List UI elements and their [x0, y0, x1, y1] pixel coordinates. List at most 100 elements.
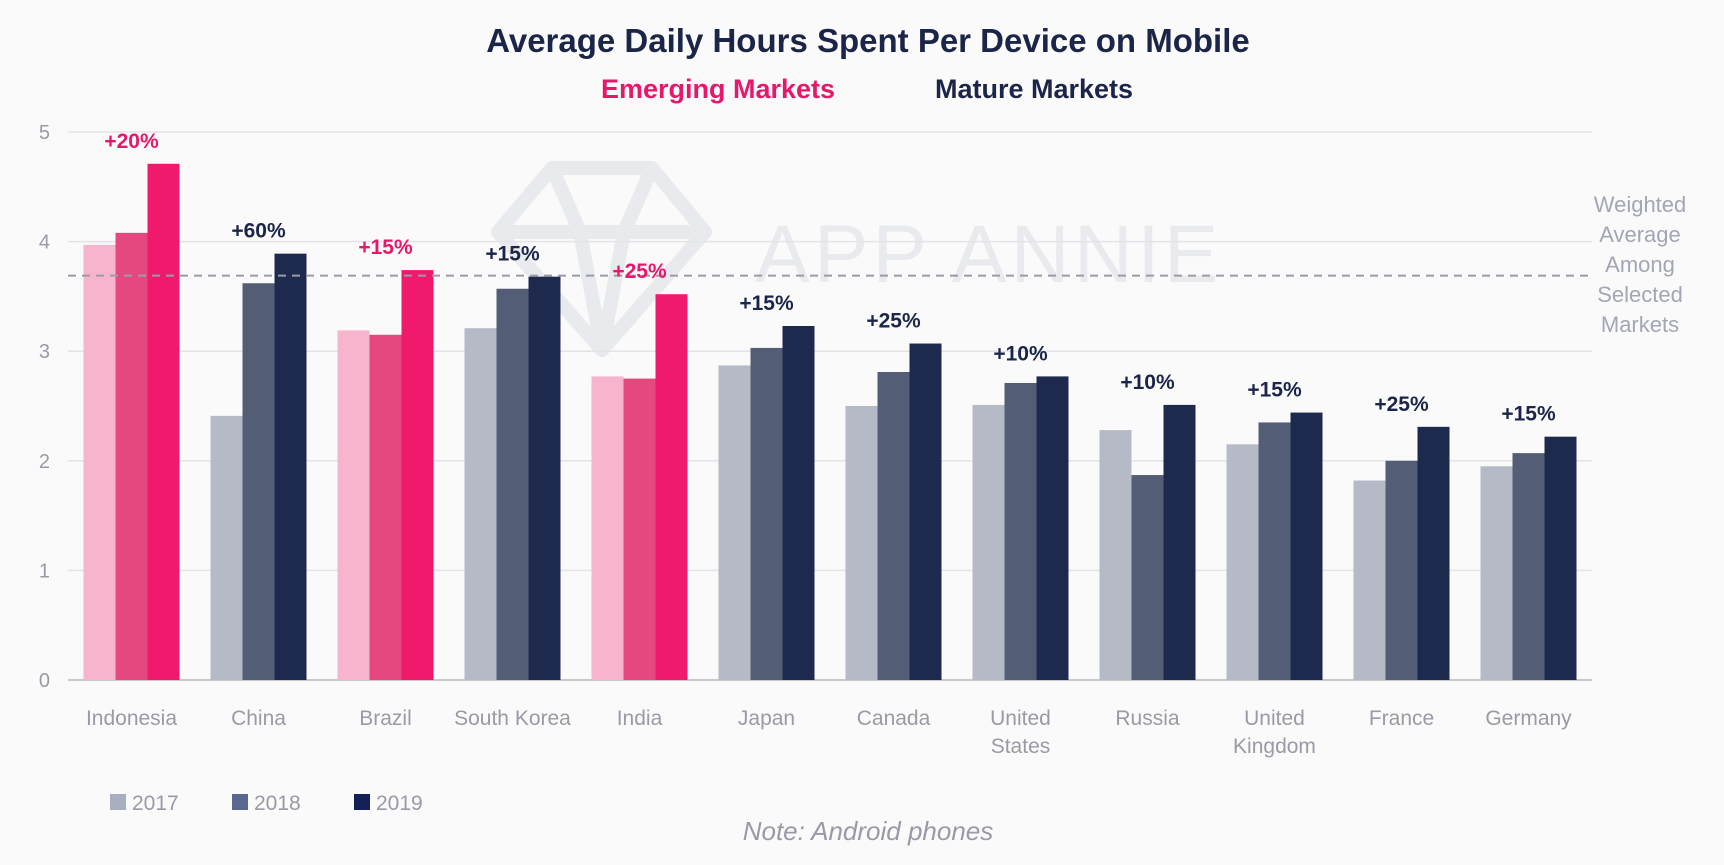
bar-russia-2019: [1163, 404, 1196, 680]
bar-south-korea-2017: [464, 328, 497, 680]
bars: [83, 163, 1577, 680]
growth-label-south-korea: +15%: [485, 243, 540, 266]
bar-united-kingdom-2017: [1226, 444, 1259, 680]
bar-germany-2019: [1544, 436, 1577, 680]
growth-label-brazil: +15%: [358, 236, 413, 259]
x-tick-label: Japan: [738, 707, 795, 730]
growth-label-united-kingdom: +15%: [1247, 379, 1302, 402]
bar-group-south-korea: [464, 276, 561, 680]
legend-label-2017: 2017: [132, 792, 179, 815]
bar-japan-2019: [782, 325, 815, 680]
bar-brazil-2019: [401, 270, 434, 680]
x-tick-label: France: [1369, 707, 1434, 730]
y-tick-label: 2: [39, 451, 50, 473]
bar-canada-2019: [909, 343, 942, 680]
x-tick-label: United: [990, 707, 1051, 730]
bar-group-brazil: [337, 270, 434, 680]
growth-label-canada: +25%: [866, 310, 921, 333]
y-tick-label: 4: [39, 232, 50, 254]
bar-indonesia-2018: [115, 232, 148, 680]
footnote: Note: Android phones: [743, 816, 994, 846]
x-tick-label: Russia: [1115, 707, 1180, 730]
legend-swatch-2017: [110, 794, 126, 810]
growth-label-china: +60%: [231, 220, 286, 243]
bar-india-2017: [591, 376, 624, 680]
bar-canada-2017: [845, 406, 878, 680]
bar-south-korea-2018: [496, 288, 529, 680]
watermark-text: APP ANNIE: [755, 209, 1222, 300]
reference-line-label-line: Weighted: [1594, 192, 1687, 217]
bar-france-2019: [1417, 426, 1450, 680]
bar-india-2019: [655, 294, 688, 680]
bar-russia-2018: [1131, 475, 1164, 680]
reference-line-label-line: Selected: [1597, 282, 1683, 307]
bar-united-states-2018: [1004, 382, 1037, 680]
y-tick-label: 5: [39, 122, 50, 144]
bar-germany-2017: [1480, 466, 1513, 680]
reference-line-label-line: Markets: [1601, 312, 1679, 337]
chart-title: Average Daily Hours Spent Per Device on …: [486, 22, 1250, 59]
weighted-average-label: Weighted Average Among Selected Markets: [1594, 192, 1687, 337]
growth-label-germany: +15%: [1501, 403, 1556, 426]
legend-swatch-2018: [232, 794, 248, 810]
bar-group-indonesia: [83, 163, 180, 680]
bar-united-states-2017: [972, 404, 1005, 680]
x-tick-label: South Korea: [454, 707, 571, 730]
bar-group-china: [210, 253, 307, 680]
bar-group-united-kingdom: [1226, 412, 1323, 680]
bar-brazil-2017: [337, 330, 370, 680]
bar-france-2018: [1385, 460, 1418, 680]
reference-line-label-line: Among: [1605, 252, 1675, 277]
x-tick-label: Kingdom: [1233, 735, 1316, 758]
bar-japan-2018: [750, 347, 783, 680]
bar-united-states-2019: [1036, 376, 1069, 680]
bar-group-canada: [845, 343, 942, 680]
growth-label-india: +25%: [612, 260, 667, 283]
legend: 2017 2018 2019: [110, 792, 423, 815]
legend-label-2019: 2019: [376, 792, 423, 815]
bar-group-japan: [718, 325, 815, 680]
x-tick-label: Germany: [1485, 707, 1572, 730]
x-axis: Indonesia China Brazil South Korea India Japa…: [86, 707, 1572, 758]
legend-label-2018: 2018: [254, 792, 301, 815]
growth-label-united-states: +10%: [993, 342, 1048, 365]
watermark: APP ANNIE: [491, 161, 1222, 357]
growth-label-japan: +15%: [739, 292, 794, 315]
bar-france-2017: [1353, 480, 1386, 680]
bar-brazil-2018: [369, 334, 402, 680]
bar-group-india: [591, 294, 688, 680]
y-tick-label: 0: [39, 670, 50, 692]
x-tick-label: Indonesia: [86, 707, 177, 730]
bar-group-germany: [1480, 436, 1577, 680]
bar-group-united-states: [972, 376, 1069, 680]
x-tick-label: United: [1244, 707, 1305, 730]
y-tick-label: 1: [39, 560, 50, 582]
bar-russia-2017: [1099, 430, 1132, 680]
bar-japan-2017: [718, 365, 751, 680]
gridlines: [68, 131, 1592, 681]
reference-line-label-line: Average: [1599, 222, 1681, 247]
subtitle-emerging-markets: Emerging Markets: [601, 74, 835, 104]
subtitle-mature-markets: Mature Markets: [935, 74, 1133, 104]
x-tick-label: States: [991, 735, 1051, 758]
bar-germany-2018: [1512, 453, 1545, 680]
y-tick-label: 3: [39, 341, 50, 363]
bar-canada-2018: [877, 372, 910, 680]
bar-united-kingdom-2019: [1290, 412, 1323, 680]
legend-swatch-2019: [354, 794, 370, 810]
bar-china-2017: [210, 415, 243, 680]
diamond-logo-icon: [491, 161, 712, 357]
y-axis: 0 1 2 3 4 5: [39, 122, 50, 692]
bar-group-russia: [1099, 404, 1196, 680]
bar-group-france: [1353, 426, 1450, 680]
growth-label-indonesia: +20%: [104, 130, 159, 153]
x-tick-label: China: [231, 707, 286, 730]
bar-china-2019: [274, 253, 307, 680]
x-tick-label: India: [617, 707, 663, 730]
bar-south-korea-2019: [528, 276, 561, 680]
x-tick-label: Canada: [857, 707, 931, 730]
x-tick-label: Brazil: [359, 707, 412, 730]
bar-india-2018: [623, 378, 656, 680]
